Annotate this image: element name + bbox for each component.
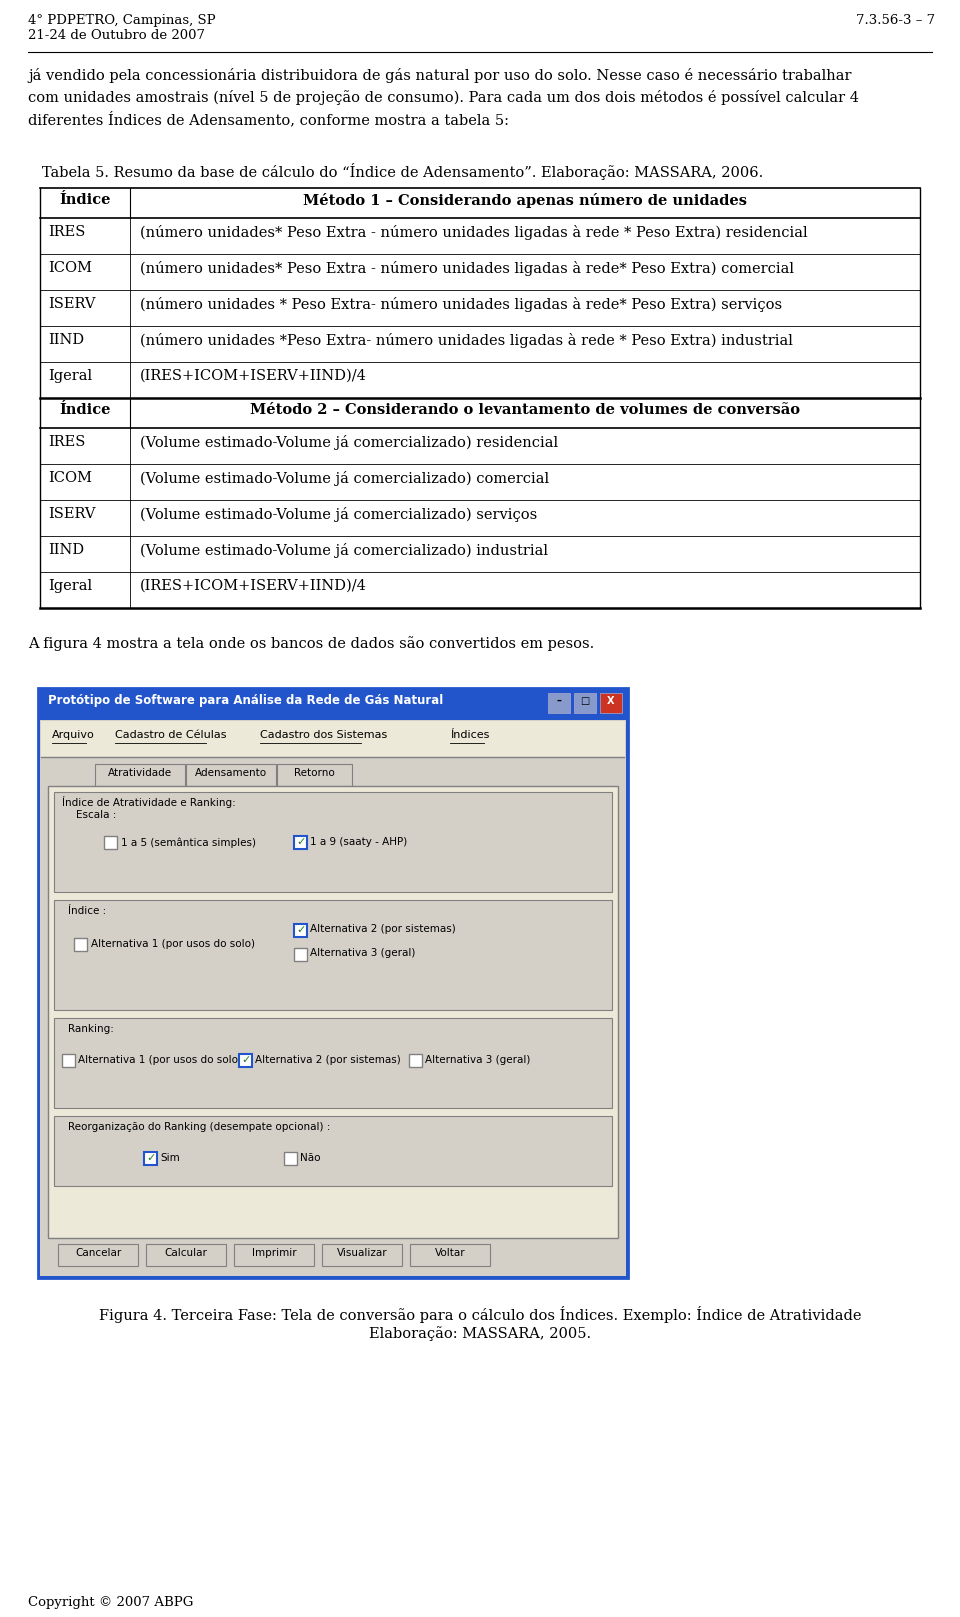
Bar xyxy=(74,938,87,951)
Text: (IRES+ICOM+ISERV+IIND)/4: (IRES+ICOM+ISERV+IIND)/4 xyxy=(140,369,367,383)
Text: Cadastro de Células: Cadastro de Células xyxy=(115,729,227,741)
Text: já vendido pela concessionária distribuidora de gás natural por uso do solo. Nes: já vendido pela concessionária distribui… xyxy=(28,68,859,128)
Text: IRES: IRES xyxy=(48,435,85,450)
Bar xyxy=(40,720,626,1276)
Text: ✓: ✓ xyxy=(296,838,305,847)
Text: ✓: ✓ xyxy=(241,1054,251,1066)
Text: Calcular: Calcular xyxy=(164,1248,207,1258)
Text: X: X xyxy=(608,695,614,707)
Text: Cadastro dos Sistemas: Cadastro dos Sistemas xyxy=(260,729,387,741)
Bar xyxy=(284,1151,297,1164)
Text: Atratividade: Atratividade xyxy=(108,768,172,778)
Bar xyxy=(409,1054,422,1067)
Bar xyxy=(146,1243,226,1266)
Bar xyxy=(54,1019,612,1108)
Text: Escala :: Escala : xyxy=(76,810,116,820)
Bar xyxy=(54,901,612,1011)
Text: Voltar: Voltar xyxy=(435,1248,466,1258)
Text: Protótipo de Software para Análise da Rede de Gás Natural: Protótipo de Software para Análise da Re… xyxy=(48,694,444,707)
Bar xyxy=(58,1243,138,1266)
Bar xyxy=(410,1243,490,1266)
Text: Alternativa 3 (geral): Alternativa 3 (geral) xyxy=(425,1054,530,1066)
Bar xyxy=(38,687,628,1277)
Text: IRES: IRES xyxy=(48,225,85,239)
Text: (Volume estimado-Volume já comercializado) residencial: (Volume estimado-Volume já comercializad… xyxy=(140,435,558,450)
Text: IIND: IIND xyxy=(48,543,84,556)
Bar xyxy=(104,836,117,849)
Text: Índice: Índice xyxy=(60,192,110,207)
Text: 4° PDPETRO, Campinas, SP
21-24 de Outubro de 2007: 4° PDPETRO, Campinas, SP 21-24 de Outubr… xyxy=(28,15,216,42)
Text: (número unidades* Peso Extra - número unidades ligadas à rede* Peso Extra) comer: (número unidades* Peso Extra - número un… xyxy=(140,260,794,277)
Bar xyxy=(294,948,307,960)
Text: ISERV: ISERV xyxy=(48,508,95,521)
Bar xyxy=(48,786,618,1239)
Bar xyxy=(186,763,276,786)
Text: Imprimir: Imprimir xyxy=(252,1248,297,1258)
Text: □: □ xyxy=(581,695,589,707)
Text: Índice :: Índice : xyxy=(68,906,107,915)
Text: Alternativa 2 (por sistemas): Alternativa 2 (por sistemas) xyxy=(255,1054,400,1066)
Text: Elaboração: MASSARA, 2005.: Elaboração: MASSARA, 2005. xyxy=(369,1326,591,1340)
Text: –: – xyxy=(557,695,562,707)
Text: Tabela 5. Resumo da base de cálculo do “Índice de Adensamento”. Elaboração: MASS: Tabela 5. Resumo da base de cálculo do “… xyxy=(28,163,763,179)
Text: (número unidades* Peso Extra - número unidades ligadas à rede * Peso Extra) resi: (número unidades* Peso Extra - número un… xyxy=(140,225,807,239)
Text: 1 a 5 (semântica simples): 1 a 5 (semântica simples) xyxy=(121,838,256,847)
Text: ✓: ✓ xyxy=(296,925,305,935)
Text: (Volume estimado-Volume já comercializado) serviços: (Volume estimado-Volume já comercializad… xyxy=(140,508,538,522)
Text: Método 1 – Considerando apenas número de unidades: Método 1 – Considerando apenas número de… xyxy=(303,192,747,209)
Text: Método 2 – Considerando o levantamento de volumes de conversão: Método 2 – Considerando o levantamento d… xyxy=(250,403,800,417)
Text: Alternativa 1 (por usos do solo): Alternativa 1 (por usos do solo) xyxy=(91,939,255,949)
Bar xyxy=(600,694,622,713)
Text: (número unidades *Peso Extra- número unidades ligadas à rede * Peso Extra) indus: (número unidades *Peso Extra- número uni… xyxy=(140,333,793,348)
Text: (Volume estimado-Volume já comercializado) comercial: (Volume estimado-Volume já comercializad… xyxy=(140,471,549,487)
Text: Ranking:: Ranking: xyxy=(68,1024,114,1033)
Text: Alternativa 2 (por sistemas): Alternativa 2 (por sistemas) xyxy=(310,923,456,935)
Text: Igeral: Igeral xyxy=(48,579,92,593)
Text: Não: Não xyxy=(300,1153,321,1163)
Text: ISERV: ISERV xyxy=(48,298,95,310)
Text: Cancelar: Cancelar xyxy=(75,1248,121,1258)
Text: Índice: Índice xyxy=(60,403,110,417)
Text: (IRES+ICOM+ISERV+IIND)/4: (IRES+ICOM+ISERV+IIND)/4 xyxy=(140,579,367,593)
Bar xyxy=(40,690,626,720)
Text: 1 a 9 (saaty - AHP): 1 a 9 (saaty - AHP) xyxy=(310,838,407,847)
Text: Reorganização do Ranking (desempate opcional) :: Reorganização do Ranking (desempate opci… xyxy=(68,1122,330,1132)
Text: (Volume estimado-Volume já comercializado) industrial: (Volume estimado-Volume já comercializad… xyxy=(140,543,548,558)
Text: Retorno: Retorno xyxy=(294,768,335,778)
Bar xyxy=(54,1116,612,1185)
Text: Visualizar: Visualizar xyxy=(337,1248,387,1258)
Text: Alternativa 3 (geral): Alternativa 3 (geral) xyxy=(310,948,416,957)
Bar xyxy=(277,763,352,786)
Text: ✓: ✓ xyxy=(146,1153,156,1163)
Text: A figura 4 mostra a tela onde os bancos de dados são convertidos em pesos.: A figura 4 mostra a tela onde os bancos … xyxy=(28,635,594,652)
Text: 7.3.56-3 – 7: 7.3.56-3 – 7 xyxy=(856,15,935,27)
Bar xyxy=(294,836,307,849)
Bar xyxy=(322,1243,402,1266)
Bar xyxy=(574,694,596,713)
Text: IIND: IIND xyxy=(48,333,84,348)
Bar xyxy=(239,1054,252,1067)
Text: ICOM: ICOM xyxy=(48,260,92,275)
Bar xyxy=(41,721,625,757)
Text: Figura 4. Terceira Fase: Tela de conversão para o cálculo dos Índices. Exemplo: : Figura 4. Terceira Fase: Tela de convers… xyxy=(99,1307,861,1323)
Text: Índice de Atratividade e Ranking:: Índice de Atratividade e Ranking: xyxy=(62,796,236,808)
Text: Índices: Índices xyxy=(450,729,490,741)
Text: ICOM: ICOM xyxy=(48,471,92,485)
Bar xyxy=(62,1054,75,1067)
Text: Sim: Sim xyxy=(160,1153,180,1163)
Bar xyxy=(548,694,570,713)
Bar xyxy=(144,1151,157,1164)
Bar xyxy=(294,923,307,936)
Bar xyxy=(54,792,612,893)
Text: Alternativa 1 (por usos do solo): Alternativa 1 (por usos do solo) xyxy=(78,1054,242,1066)
Text: Igeral: Igeral xyxy=(48,369,92,383)
Text: (número unidades * Peso Extra- número unidades ligadas à rede* Peso Extra) servi: (número unidades * Peso Extra- número un… xyxy=(140,298,782,312)
Bar xyxy=(95,763,185,786)
Text: Copyright © 2007 ABPG: Copyright © 2007 ABPG xyxy=(28,1596,193,1609)
Bar xyxy=(234,1243,314,1266)
Text: Adensamento: Adensamento xyxy=(195,768,267,778)
Text: Arquivo: Arquivo xyxy=(52,729,95,741)
